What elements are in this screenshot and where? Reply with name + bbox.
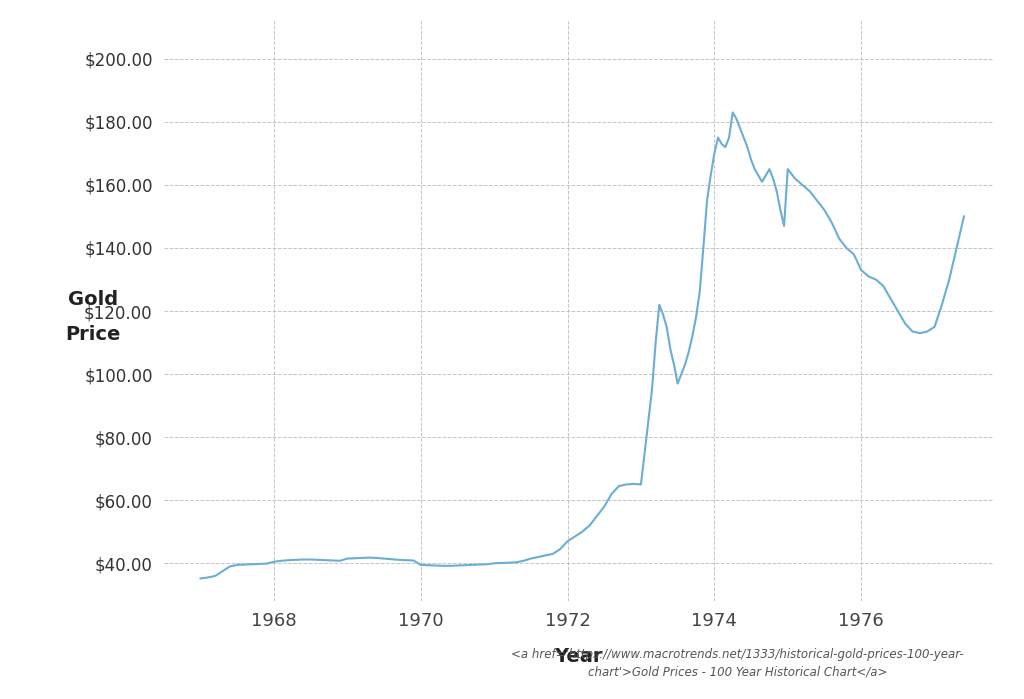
Text: Gold: Gold bbox=[69, 290, 119, 309]
X-axis label: Year: Year bbox=[554, 647, 603, 666]
Text: <a href='https://www.macrotrends.net/1333/historical-gold-prices-100-year-
chart: <a href='https://www.macrotrends.net/133… bbox=[511, 648, 964, 678]
Text: Price: Price bbox=[66, 325, 121, 344]
